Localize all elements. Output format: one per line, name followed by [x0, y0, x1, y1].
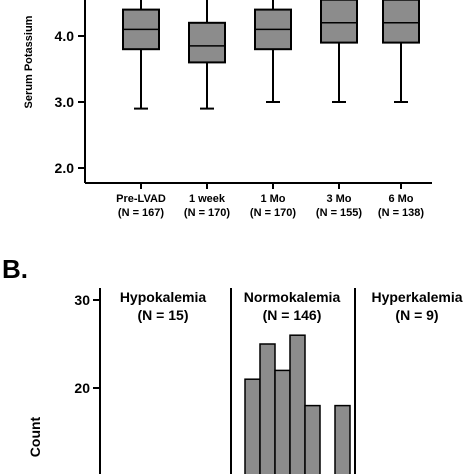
- region-n: (N = 15): [138, 307, 189, 323]
- boxplot-panel: Serum Potassium 2.0 3.0 4.0 Pre-LVAD (N = 1…: [23, 0, 432, 219]
- boxplot-y-tick-label: 4.0: [55, 28, 75, 44]
- boxplot-category-n: (N = 170): [184, 207, 230, 219]
- boxplot-category-label: 6 Mo: [388, 193, 413, 205]
- boxplot-category-label: 1 Mo: [260, 193, 285, 205]
- box-iqr: [320, 0, 358, 44]
- boxplot-category-n: (N = 155): [316, 207, 362, 219]
- box-iqr: [188, 21, 226, 64]
- box-3: [320, 0, 358, 103]
- histogram-bar: [244, 378, 261, 474]
- region-n: (N = 9): [395, 307, 438, 323]
- boxplot-category-label: 1 week: [189, 193, 226, 205]
- boxplot-category-n: (N = 170): [250, 207, 296, 219]
- boxplot-y-axis-label: Serum Potassium: [23, 15, 35, 108]
- box-2: [254, 0, 292, 103]
- histogram-y-axis-label: Count: [27, 416, 43, 457]
- box-iqr: [382, 0, 420, 44]
- histogram-bar: [289, 334, 306, 474]
- boxplot-y-tick-label: 2.0: [55, 160, 75, 176]
- boxplot-category-n: (N = 167): [118, 207, 164, 219]
- boxplot-category-n: (N = 138): [378, 207, 424, 219]
- histogram-regions: Hypokalemia (N = 15) Normokalemia (N = 146)…: [120, 288, 463, 474]
- panel-label-b: B.: [2, 254, 28, 284]
- histogram-bars: [244, 334, 351, 474]
- histogram-y-tick-label: 30: [74, 292, 90, 308]
- boxplot-category-label: Pre-LVAD: [116, 193, 166, 205]
- box-0: [122, 0, 160, 110]
- boxplot-y-ticks: 2.0 3.0 4.0: [55, 28, 85, 176]
- region-label: Normokalemia: [244, 289, 341, 305]
- histogram-bar: [334, 404, 351, 474]
- histogram-y-tick-label: 20: [74, 380, 90, 396]
- boxplot-y-tick-label: 3.0: [55, 94, 75, 110]
- boxplot-x-labels: Pre-LVAD (N = 167) 1 week (N = 170) 1 Mo (N =…: [116, 183, 424, 219]
- histogram-bar: [259, 343, 276, 474]
- region-label: Hyperkalemia: [371, 289, 462, 305]
- histogram-bar: [304, 404, 321, 474]
- boxplot-boxes: [122, 0, 420, 110]
- region-n: (N = 146): [263, 307, 322, 323]
- box-1: [188, 0, 226, 110]
- histogram-bar: [274, 369, 291, 474]
- box-4: [382, 0, 420, 103]
- region-label: Hypokalemia: [120, 289, 207, 305]
- boxplot-category-label: 3 Mo: [326, 193, 351, 205]
